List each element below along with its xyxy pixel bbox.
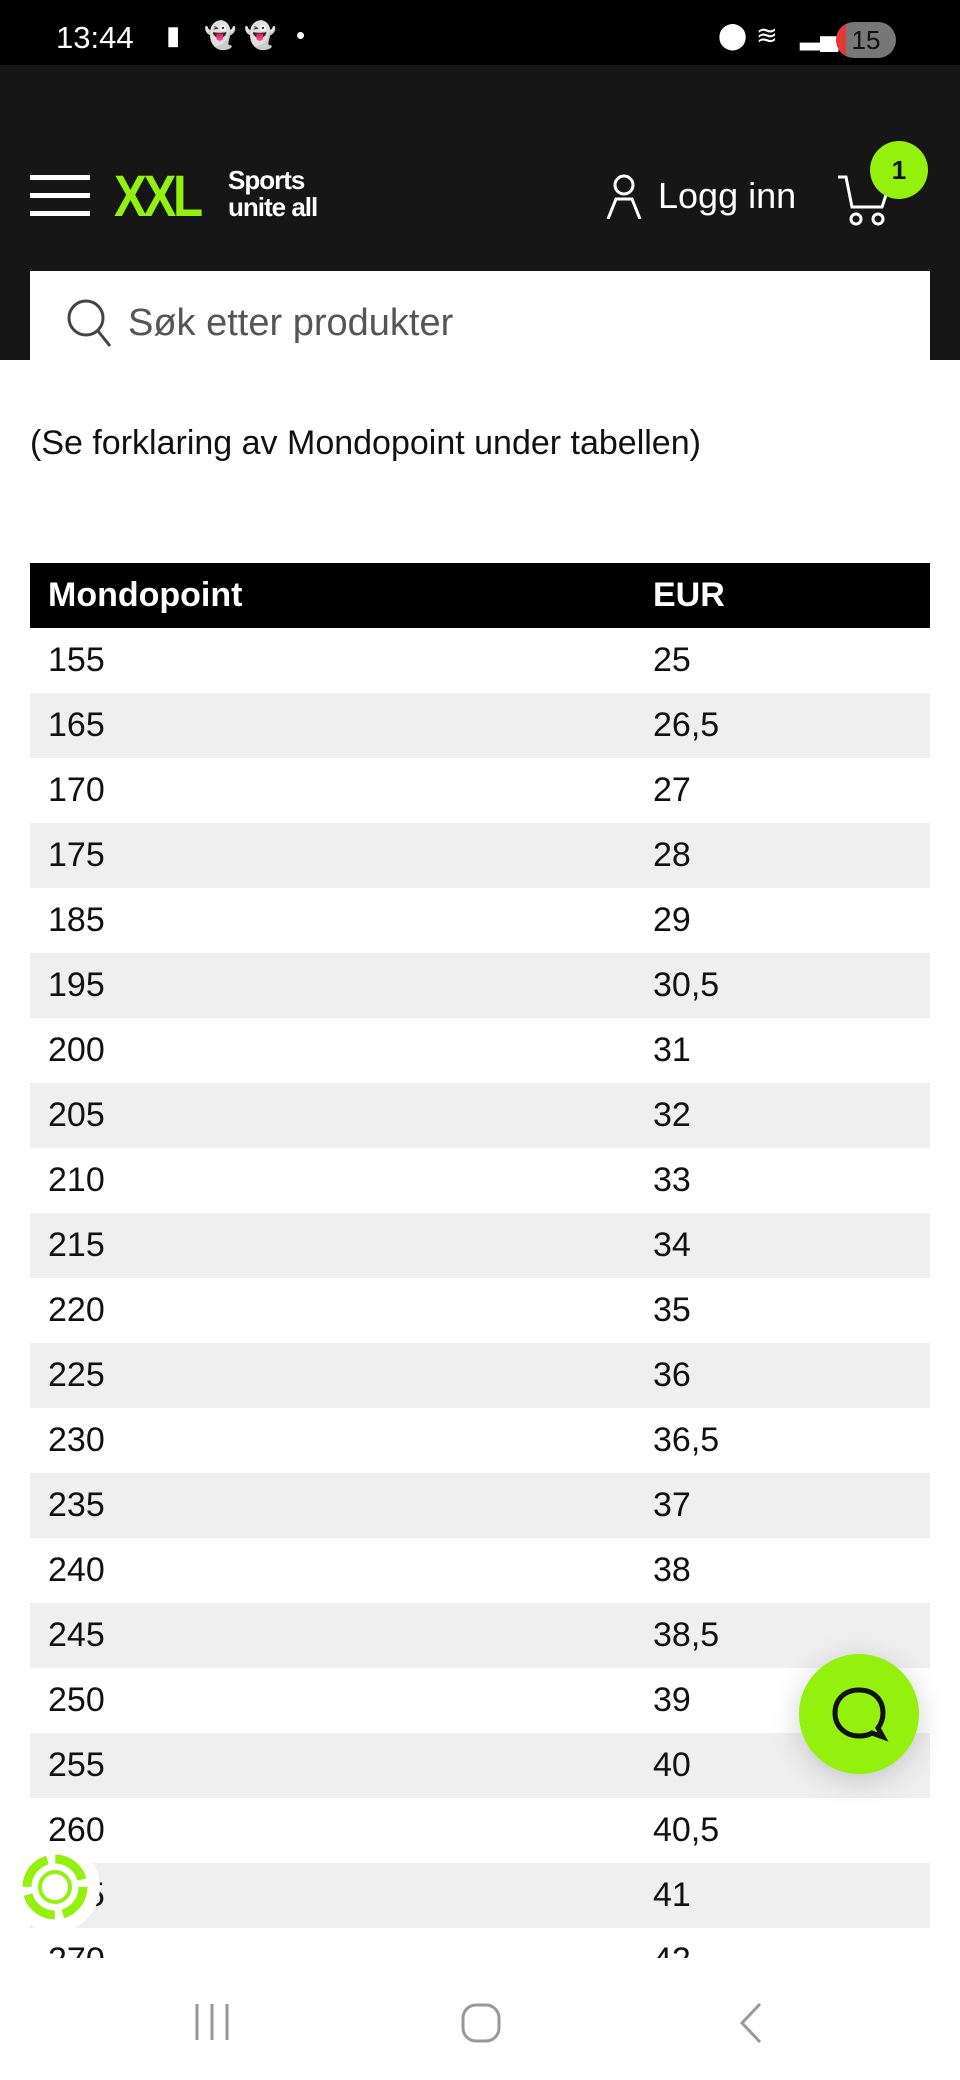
mondopoint-cell: 230 [48, 1421, 105, 1459]
recent-apps-icon[interactable] [192, 2002, 232, 2042]
search-icon [67, 299, 112, 347]
recycle-icon [22, 1854, 88, 1920]
table-row: 255 40 [30, 1733, 930, 1798]
eco-widget-button[interactable] [10, 1842, 100, 1932]
table-row: 245 38,5 [30, 1603, 930, 1668]
column-header: Mondopoint [30, 563, 635, 628]
status-bar: 13:44 ▮ 👻 👻 • ⬤ ≋ ▂▄ 15 [0, 0, 960, 65]
mondopoint-cell: 270 [30, 1928, 635, 1958]
menu-button[interactable] [30, 175, 90, 217]
table-row: 27042 [30, 1928, 930, 1958]
intro-text: (Se forklaring av Mondopoint under tabel… [30, 424, 701, 462]
table-row: 240 38 [30, 1538, 930, 1603]
alert-icon: ▮ [166, 20, 181, 50]
eur-cell: 38 [653, 1551, 691, 1589]
cart-icon[interactable] [836, 173, 892, 229]
mondopoint-cell: 235 [30, 1473, 635, 1538]
mondopoint-cell: 185 [48, 901, 105, 939]
eur-cell: 35 [653, 1291, 691, 1329]
eur-cell: 36 [635, 1343, 930, 1408]
snapchat-icon: 👻 [244, 20, 277, 50]
eur-cell: 39 [653, 1681, 691, 1719]
eur-cell: 42 [635, 1928, 930, 1958]
eur-cell: 31 [653, 1031, 691, 1069]
logo[interactable]: XXL [114, 164, 203, 229]
mondopoint-cell: 265 [30, 1863, 635, 1928]
search-input[interactable] [128, 301, 828, 345]
mondopoint-cell: 170 [48, 771, 105, 809]
column-header: EUR [635, 563, 930, 628]
table-row: 260 40,5 [30, 1798, 930, 1863]
table-row: 195 30,5 [30, 953, 930, 1018]
table-header-row: Mondopoint EUR [30, 563, 930, 628]
login-button[interactable]: Logg inn [604, 173, 796, 219]
table-row: 215 34 [30, 1213, 930, 1278]
eur-cell: 30,5 [635, 953, 930, 1018]
wifi-icon: ≋ [756, 20, 778, 50]
cart-count-badge: 1 [870, 141, 928, 199]
signal-icon: ▂▄ [800, 20, 839, 50]
eur-cell: 26,5 [635, 693, 930, 758]
mondopoint-cell: 245 [30, 1603, 635, 1668]
eur-cell: 40,5 [653, 1811, 720, 1849]
table-row: 210 33 [30, 1148, 930, 1213]
mondopoint-cell: 210 [48, 1161, 105, 1199]
mondopoint-cell: 175 [30, 823, 635, 888]
table-row: 165 26,5 [30, 693, 930, 758]
mondopoint-cell: 220 [48, 1291, 105, 1329]
eur-cell: 34 [635, 1213, 930, 1278]
table-row: 26541 [30, 1863, 930, 1928]
table-row: 200 31 [30, 1018, 930, 1083]
eur-cell: 37 [635, 1473, 930, 1538]
site-header: XXL Sports unite all Logg inn 1 [0, 65, 960, 375]
table-row: 155 25 [30, 628, 930, 693]
chat-button[interactable] [799, 1654, 919, 1774]
mondopoint-cell: 260 [48, 1811, 105, 1849]
size-table: Mondopoint EUR 155 25 165 26,5 170 27 175 28 185… [30, 563, 930, 1958]
eur-cell: 38,5 [635, 1603, 930, 1668]
mondopoint-cell: 155 [48, 641, 105, 679]
mondopoint-cell: 205 [30, 1083, 635, 1148]
home-icon[interactable] [460, 2002, 502, 2044]
android-nav-bar [0, 1958, 960, 2080]
user-icon [606, 174, 642, 219]
snapchat-icon: 👻 [204, 20, 237, 50]
eur-cell: 41 [635, 1863, 930, 1928]
back-icon[interactable] [736, 2002, 766, 2044]
table-row: 235 37 [30, 1473, 930, 1538]
dot-icon: • [296, 20, 306, 50]
table-row: 175 28 [30, 823, 930, 888]
table-row: 220 35 [30, 1278, 930, 1343]
table-row: 225 36 [30, 1343, 930, 1408]
eur-cell: 32 [635, 1083, 930, 1148]
mondopoint-cell: 195 [30, 953, 635, 1018]
table-row: 205 32 [30, 1083, 930, 1148]
table-row: 250 39 [30, 1668, 930, 1733]
chat-bubble-icon [832, 1687, 889, 1742]
mondopoint-cell: 165 [30, 693, 635, 758]
eur-cell: 27 [653, 771, 691, 809]
location-icon: ⬤ [718, 20, 748, 50]
table-row: 170 27 [30, 758, 930, 823]
eur-cell: 25 [653, 641, 691, 679]
eur-cell: 33 [653, 1161, 691, 1199]
eur-cell: 29 [653, 901, 691, 939]
search-bar[interactable] [30, 271, 930, 375]
mondopoint-cell: 255 [30, 1733, 635, 1798]
eur-cell: 28 [635, 823, 930, 888]
eur-cell: 36,5 [653, 1421, 720, 1459]
status-time: 13:44 [56, 20, 134, 55]
mondopoint-cell: 250 [48, 1681, 105, 1719]
login-label: Logg inn [658, 175, 797, 216]
logo-tagline: Sports unite all [228, 165, 318, 222]
battery-icon: 15 [836, 22, 896, 58]
table-row: 185 29 [30, 888, 930, 953]
mondopoint-cell: 215 [30, 1213, 635, 1278]
mondopoint-cell: 225 [30, 1343, 635, 1408]
mondopoint-cell: 240 [48, 1551, 105, 1589]
table-row: 230 36,5 [30, 1408, 930, 1473]
mondopoint-cell: 200 [48, 1031, 105, 1069]
